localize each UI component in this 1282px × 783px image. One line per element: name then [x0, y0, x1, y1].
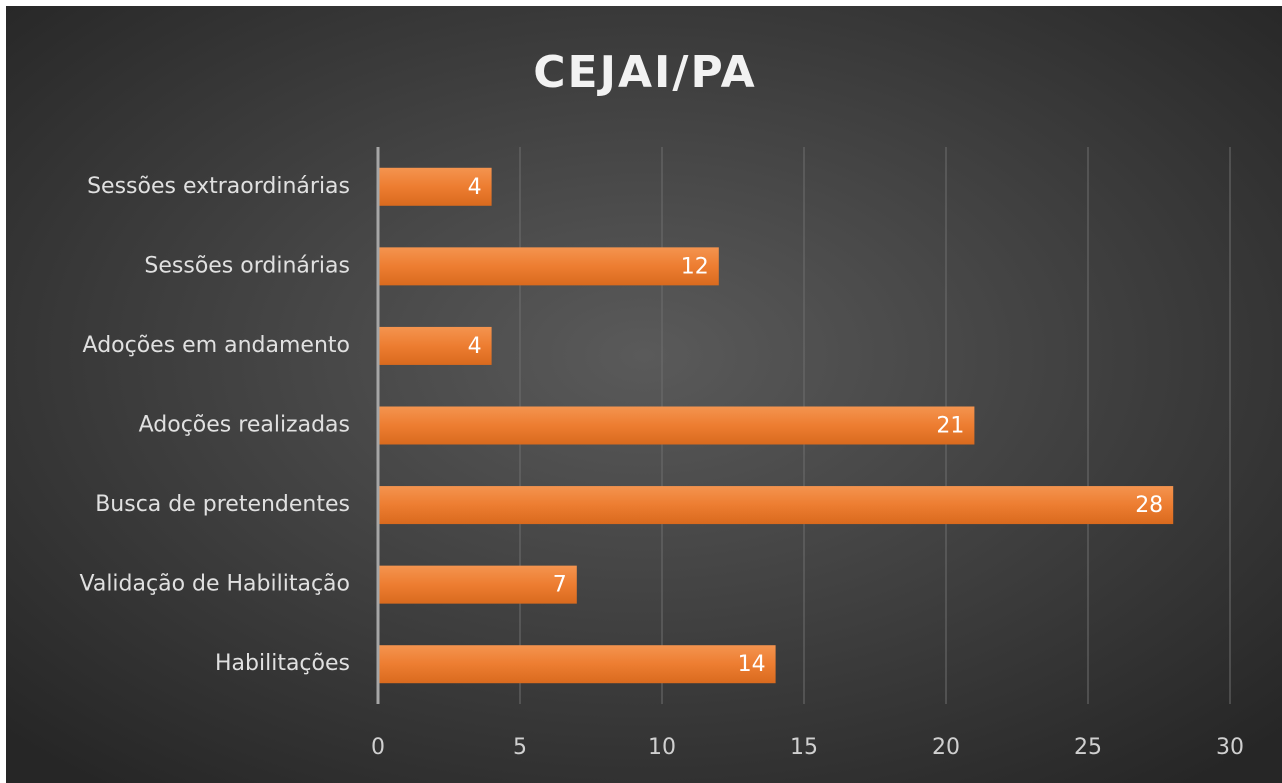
- y-tick-label: Sessões ordinárias: [144, 253, 350, 278]
- data-label: 21: [936, 414, 964, 439]
- y-tick-label: Adoções em andamento: [83, 333, 350, 358]
- x-tick-label: 25: [1074, 735, 1102, 760]
- x-tick-label: 15: [790, 735, 818, 760]
- x-tick-label: 0: [371, 735, 385, 760]
- bar: [378, 167, 492, 206]
- y-tick-label: Habilitações: [215, 651, 350, 676]
- bar: [378, 247, 719, 286]
- bar: [378, 565, 577, 604]
- data-label: 4: [468, 175, 482, 200]
- bar: [378, 326, 492, 365]
- y-tick-label: Validação de Habilitação: [80, 572, 351, 597]
- x-tick-label: 5: [513, 735, 527, 760]
- bar: [378, 645, 776, 684]
- y-tick-label: Adoções realizadas: [139, 413, 350, 438]
- data-label: 4: [468, 334, 482, 359]
- x-tick-label: 30: [1216, 735, 1244, 760]
- y-tick-label: Busca de pretendentes: [95, 492, 350, 517]
- bar: [378, 486, 1174, 525]
- data-label: 7: [553, 573, 567, 598]
- data-label: 28: [1135, 493, 1163, 518]
- x-tick-label: 10: [648, 735, 676, 760]
- chart-title: CEJAI/PA: [533, 47, 756, 98]
- bar: [378, 406, 975, 445]
- x-tick-label: 20: [932, 735, 960, 760]
- y-tick-label: Sessões extraordinárias: [87, 174, 350, 199]
- data-label: 12: [681, 254, 709, 279]
- data-label: 14: [738, 652, 766, 677]
